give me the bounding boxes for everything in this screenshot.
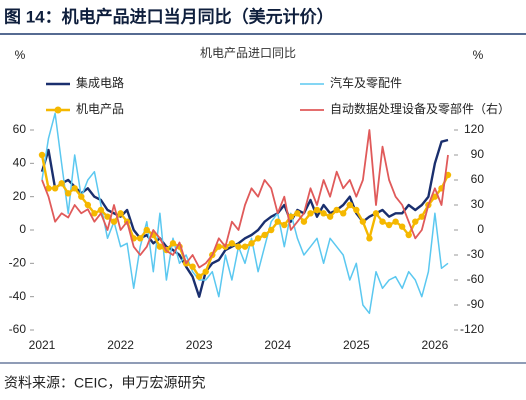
point-marker	[267, 226, 275, 234]
y2-tick-label: 90	[471, 147, 485, 161]
point-marker	[78, 193, 85, 200]
y-tick-label: 40	[13, 156, 27, 170]
y-tick-label: -40	[9, 289, 27, 303]
y2-tick-label: 0	[477, 222, 484, 236]
y2-tick-label: 30	[471, 197, 485, 211]
point-marker	[398, 223, 406, 230]
point-marker	[71, 185, 78, 192]
point-marker	[189, 263, 196, 270]
point-marker	[274, 218, 281, 225]
y-tick-label: -20	[9, 256, 27, 270]
point-marker	[248, 240, 255, 247]
y2-tick-label: -30	[467, 247, 485, 261]
y2-tick-label: -120	[460, 322, 484, 336]
y-tick-label: -60	[9, 322, 27, 336]
point-marker	[97, 206, 105, 214]
point-marker	[228, 240, 236, 247]
point-marker	[254, 235, 262, 242]
chart-subtitle: 机电产品进口同比	[200, 46, 296, 60]
point-marker	[84, 201, 92, 209]
point-marker	[117, 210, 124, 217]
y2-tick-label: 120	[464, 122, 484, 136]
point-marker	[392, 218, 399, 225]
y-tick-label: 60	[13, 122, 27, 136]
point-marker	[38, 151, 46, 159]
point-marker	[169, 240, 177, 247]
point-marker	[110, 218, 118, 225]
point-marker	[281, 221, 288, 229]
point-marker	[51, 185, 59, 192]
point-marker	[307, 210, 314, 217]
point-marker	[202, 268, 209, 275]
y-tick-label: 20	[13, 189, 27, 203]
y2-tick-label: 60	[471, 172, 485, 186]
point-marker	[333, 206, 340, 214]
chart-title: 图 14：机电产品进口当月同比（美元计价）	[4, 6, 334, 26]
legend-label: 机电产品	[76, 102, 124, 116]
point-marker	[261, 231, 268, 239]
x-tick-label: 2021	[29, 338, 56, 352]
series-line	[41, 129, 449, 269]
x-tick-label: 2026	[422, 338, 449, 352]
y-tick-label: 0	[19, 222, 26, 236]
point-marker	[215, 243, 223, 250]
point-marker	[346, 201, 353, 209]
legend-label: 集成电路	[76, 75, 124, 90]
point-marker	[359, 218, 367, 225]
point-marker	[431, 193, 439, 200]
point-marker	[58, 180, 65, 187]
legend-label: 自动数据处理设备及零部件（右）	[330, 101, 510, 116]
point-marker	[385, 221, 393, 229]
point-marker	[104, 213, 111, 220]
point-marker	[340, 210, 347, 217]
point-marker	[143, 226, 150, 234]
x-tick-label: 2025	[343, 338, 370, 352]
y2-tick-label: -90	[467, 297, 485, 311]
point-marker	[156, 243, 164, 250]
point-marker	[405, 231, 412, 239]
point-marker	[418, 213, 426, 220]
x-tick-label: 2023	[186, 338, 213, 352]
legend-marker	[54, 106, 62, 114]
point-marker	[241, 243, 249, 250]
source-note: 资料来源：CEIC，申万宏源研究	[4, 375, 205, 391]
point-marker	[294, 210, 301, 217]
point-marker	[45, 185, 52, 192]
point-marker	[353, 206, 360, 214]
point-marker	[300, 218, 308, 225]
point-marker	[326, 213, 334, 220]
legend-label: 汽车及零配件	[330, 75, 402, 90]
y2-tick-label: -60	[467, 272, 485, 286]
point-marker	[91, 210, 98, 217]
point-marker	[195, 273, 203, 280]
point-marker	[412, 218, 419, 225]
x-tick-label: 2022	[107, 338, 134, 352]
point-marker	[235, 243, 242, 250]
point-marker	[320, 210, 327, 217]
y-axis-label: %	[15, 48, 26, 62]
point-marker	[64, 190, 72, 197]
point-marker	[313, 206, 321, 214]
x-tick-label: 2024	[264, 338, 291, 352]
series-line	[41, 112, 449, 315]
series-line	[40, 138, 449, 298]
point-marker	[137, 235, 144, 242]
point-marker	[372, 210, 380, 217]
point-marker	[379, 218, 386, 225]
point-marker	[366, 235, 373, 242]
y2-axis-label: %	[473, 48, 484, 62]
